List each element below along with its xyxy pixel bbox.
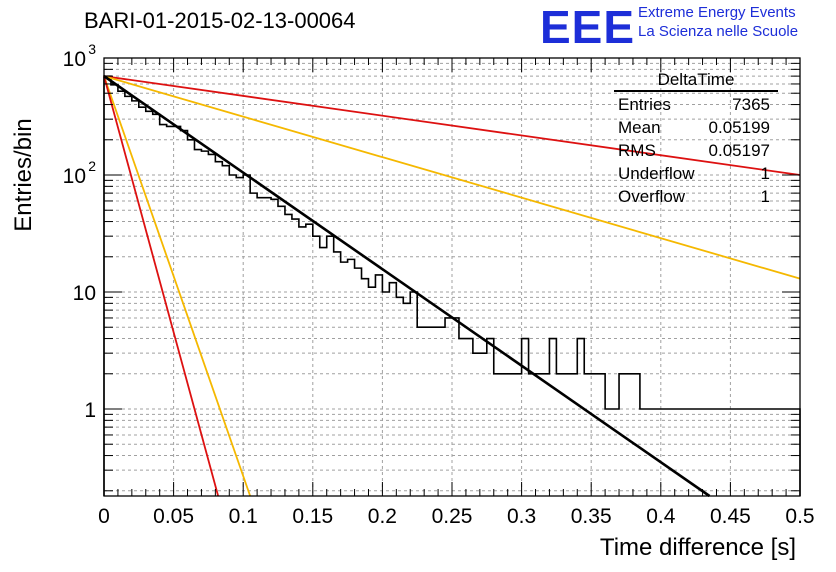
stats-row: RMS 0.05197 (614, 139, 778, 162)
stats-row: Overflow 1 (614, 185, 778, 208)
stats-label: Underflow (618, 164, 695, 183)
x-tick-label: 0 (98, 505, 110, 528)
histogram-steps (103, 75, 801, 496)
logo-line1: Extreme Energy Events (638, 4, 796, 21)
stats-divider (614, 90, 778, 92)
chart-title: BARI-01-2015-02-13-00064 (84, 8, 356, 33)
x-tick-label: 0.25 (432, 505, 473, 528)
series-layer (103, 75, 801, 498)
stats-label: Mean (618, 118, 661, 137)
series-line-0 (103, 75, 801, 176)
x-tick-label: 0.35 (571, 505, 612, 528)
stats-row: Underflow 1 (614, 162, 778, 185)
series-line-1 (103, 75, 801, 280)
stats-value: 0.05199 (708, 118, 770, 137)
stats-box: DeltaTime Entries 7365 Mean 0.05199 RMS 0.0… (614, 70, 778, 208)
histogram-layer (103, 75, 801, 496)
y-tick-label: 10 (63, 48, 86, 71)
y-tick-exponent: 2 (88, 158, 96, 174)
x-axis-label: Time difference [s] (599, 534, 796, 561)
y-tick-exponent: 3 (88, 41, 96, 57)
x-tick-label: 0.15 (292, 505, 333, 528)
axes: 0 0.05 0.1 0.15 0.2 0.25 0.3 0.35 0.4 0.45 0.5 1 10 1… (63, 41, 815, 528)
stats-label: RMS (618, 141, 656, 160)
grid (103, 57, 801, 496)
x-tick-label: 0.3 (507, 505, 536, 528)
y-tick-label: 10 (63, 165, 86, 188)
y-tick-label: 10 (73, 282, 96, 305)
stats-value: 7365 (732, 95, 770, 114)
x-tick-label: 0.4 (646, 505, 676, 528)
stats-label: Overflow (618, 187, 686, 206)
series-line-2 (103, 75, 252, 497)
x-tick-label: 0.5 (785, 505, 814, 528)
y-axis-label: Entries/bin (10, 118, 37, 232)
stats-label: Entries (618, 95, 671, 114)
logo-line2: La Scienza nelle Scuole (638, 23, 799, 40)
stats-header: DeltaTime (657, 70, 735, 89)
x-tick-label: 0.45 (710, 505, 751, 528)
x-tick-label: 0.1 (229, 505, 258, 528)
y-tick-label: 1 (84, 399, 96, 422)
series-line-4 (103, 75, 711, 498)
stats-value: 1 (760, 164, 770, 183)
x-tick-label: 0.05 (153, 505, 194, 528)
x-tick-label: 0.2 (368, 505, 397, 528)
series-line-3 (103, 75, 220, 497)
stats-value: 0.05197 (708, 141, 770, 160)
eee-logo: EEE (540, 1, 636, 53)
stats-row: Entries 7365 (614, 93, 778, 116)
stats-value: 1 (760, 187, 770, 206)
stats-row: Mean 0.05199 (614, 116, 778, 139)
